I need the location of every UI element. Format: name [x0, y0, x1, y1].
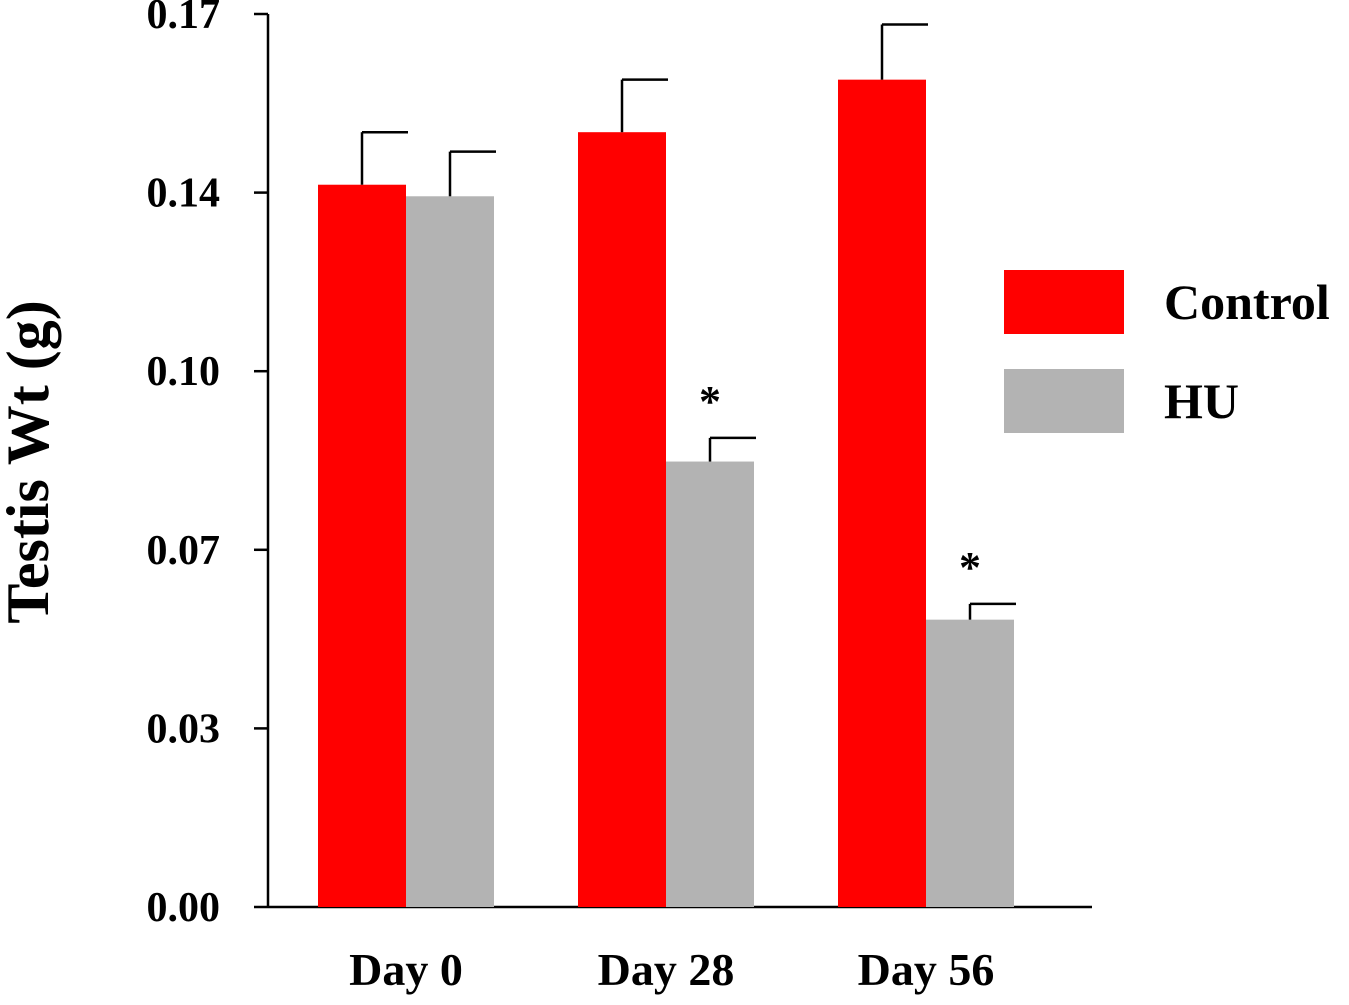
- legend-label: Control: [1164, 274, 1330, 330]
- x-tick-label: Day 28: [598, 944, 735, 995]
- significance-marker: *: [699, 377, 721, 426]
- y-axis-label: Testis Wt (g): [0, 300, 61, 623]
- x-tick-label: Day 0: [349, 944, 463, 995]
- bars: [318, 79, 1014, 908]
- bar-control: [838, 79, 926, 908]
- legend: Control HU: [1004, 270, 1330, 433]
- labels: Day 0 Day 28 Day 56 * *: [349, 377, 994, 995]
- y-tick-label: 0.03: [147, 706, 221, 752]
- y-tick-label: 0.07: [147, 528, 221, 574]
- x-tick-label: Day 56: [858, 944, 995, 995]
- bar-control: [318, 184, 406, 907]
- legend-swatch: [1004, 369, 1124, 433]
- y-tick-label: 0.00: [147, 885, 221, 931]
- y-tick-label: 0.14: [147, 171, 221, 217]
- y-tick-label: 0.10: [147, 349, 221, 395]
- axes: 0.00 0.03 0.07 0.10 0.14 0.17: [147, 0, 1092, 931]
- legend-label: HU: [1164, 373, 1239, 429]
- bar-hu: [406, 196, 494, 908]
- bar-hu: [666, 461, 754, 907]
- y-tick-label: 0.17: [147, 0, 221, 38]
- bar-control: [578, 132, 666, 908]
- bar-hu: [926, 619, 1014, 907]
- legend-swatch: [1004, 270, 1124, 334]
- error-bars: [360, 23, 1016, 620]
- significance-marker: *: [959, 543, 981, 592]
